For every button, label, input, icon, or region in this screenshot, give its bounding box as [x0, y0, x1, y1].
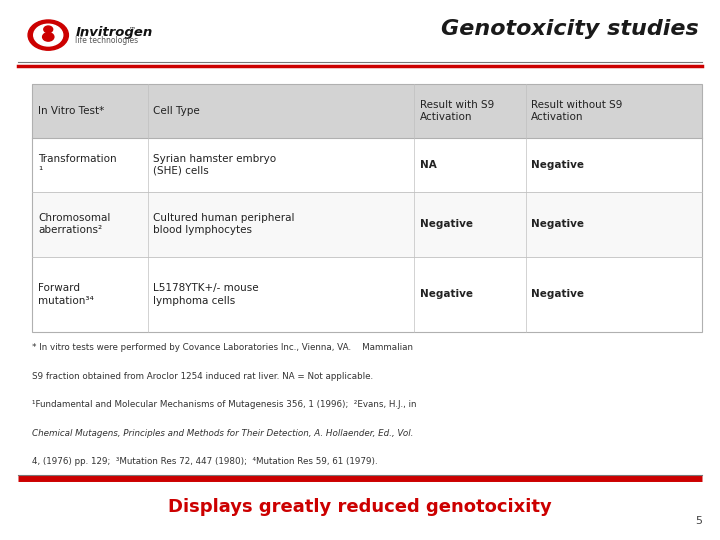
Text: ¹Fundamental and Molecular Mechanisms of Mutagenesis 356, 1 (1996);  ²Evans, H.J: ¹Fundamental and Molecular Mechanisms of…	[32, 400, 417, 409]
Text: life technologies: life technologies	[76, 36, 138, 45]
Circle shape	[42, 33, 54, 41]
Text: NA: NA	[420, 160, 436, 170]
Circle shape	[28, 20, 68, 50]
Text: Genotoxicity studies: Genotoxicity studies	[441, 19, 698, 39]
Text: Transformation
¹: Transformation ¹	[38, 153, 117, 176]
Circle shape	[44, 26, 53, 33]
Text: Negative: Negative	[420, 219, 473, 229]
Text: Cell Type: Cell Type	[153, 106, 200, 116]
Text: Forward
mutation³⁴: Forward mutation³⁴	[38, 283, 94, 306]
Text: ™: ™	[130, 26, 137, 32]
Text: Result with S9
Activation: Result with S9 Activation	[420, 99, 494, 122]
Text: Negative: Negative	[531, 219, 585, 229]
Text: Negative: Negative	[420, 289, 473, 299]
Text: In Vitro Test*: In Vitro Test*	[38, 106, 104, 116]
Bar	[32, 256, 702, 332]
Text: Displays greatly reduced genotocixity: Displays greatly reduced genotocixity	[168, 497, 552, 516]
Bar	[32, 192, 702, 256]
Text: Cultured human peripheral
blood lymphocytes: Cultured human peripheral blood lymphocy…	[153, 213, 295, 235]
Text: Negative: Negative	[531, 160, 585, 170]
Bar	[32, 84, 702, 332]
Text: S9 fraction obtained from Aroclor 1254 induced rat liver. NA = Not applicable.: S9 fraction obtained from Aroclor 1254 i…	[32, 372, 374, 381]
Text: Invitrogen: Invitrogen	[76, 25, 153, 38]
Bar	[32, 84, 702, 138]
Text: L5178YTK+/- mouse
lymphoma cells: L5178YTK+/- mouse lymphoma cells	[153, 283, 259, 306]
Circle shape	[34, 24, 63, 46]
Text: * In vitro tests were performed by Covance Laboratories Inc., Vienna, VA.    Mam: * In vitro tests were performed by Covan…	[32, 343, 413, 352]
Bar	[32, 138, 702, 192]
Text: 4, (1976) pp. 129;  ³Mutation Res 72, 447 (1980);  ⁴Mutation Res 59, 61 (1979).: 4, (1976) pp. 129; ³Mutation Res 72, 447…	[32, 457, 378, 467]
Text: Chromosomal
aberrations²: Chromosomal aberrations²	[38, 213, 111, 235]
Text: Chemical Mutagens, Principles and Methods for Their Detection, A. Hollaender, Ed: Chemical Mutagens, Principles and Method…	[32, 429, 414, 438]
Text: Result without S9
Activation: Result without S9 Activation	[531, 99, 623, 122]
Text: Syrian hamster embryo
(SHE) cells: Syrian hamster embryo (SHE) cells	[153, 153, 276, 176]
Text: 5: 5	[695, 516, 702, 526]
Text: Negative: Negative	[531, 289, 585, 299]
